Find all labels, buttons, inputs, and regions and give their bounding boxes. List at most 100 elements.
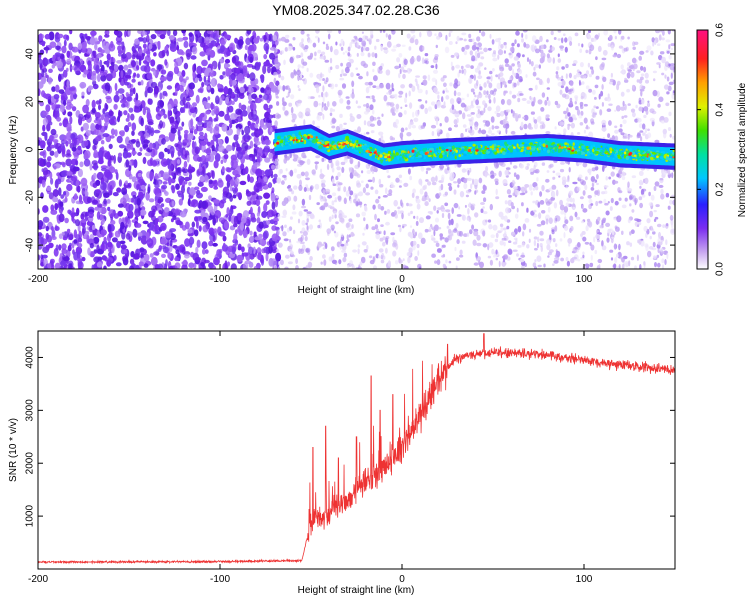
noise-speckle — [499, 223, 504, 228]
noise-speckle — [561, 93, 567, 98]
noise-speckle — [329, 57, 333, 64]
noise-speckle — [323, 259, 327, 266]
noise-speckle — [372, 61, 376, 66]
noise-speckle — [182, 149, 186, 155]
noise-speckle — [212, 199, 220, 204]
noise-speckle — [533, 236, 538, 240]
noise-speckle — [229, 179, 235, 187]
noise-speckle — [120, 245, 128, 250]
noise-speckle — [374, 213, 377, 221]
noise-speckle — [564, 225, 569, 231]
noise-speckle — [539, 191, 543, 197]
noise-speckle — [557, 53, 560, 58]
noise-speckle — [218, 200, 225, 209]
noise-speckle — [559, 204, 565, 211]
noise-speckle — [302, 231, 308, 237]
noise-speckle — [643, 66, 647, 73]
noise-speckle — [438, 31, 442, 38]
noise-speckle — [204, 132, 208, 141]
noise-speckle — [276, 38, 282, 42]
noise-speckle — [502, 227, 507, 231]
noise-speckle — [517, 64, 521, 68]
noise-speckle — [335, 175, 339, 181]
noise-speckle — [150, 81, 158, 89]
noise-speckle — [263, 42, 270, 52]
noise-speckle — [479, 30, 481, 33]
noise-speckle — [342, 257, 347, 263]
noise-speckle — [565, 114, 568, 119]
noise-speckle — [470, 88, 475, 93]
noise-speckle — [484, 67, 487, 70]
noise-speckle — [364, 35, 369, 40]
noise-speckle — [42, 175, 47, 181]
noise-speckle — [284, 266, 289, 269]
noise-speckle — [136, 198, 141, 206]
noise-speckle — [588, 131, 594, 139]
noise-speckle — [412, 188, 416, 194]
noise-speckle — [84, 230, 90, 236]
noise-speckle — [409, 102, 413, 109]
noise-speckle — [390, 184, 396, 188]
noise-speckle — [321, 179, 326, 184]
noise-speckle — [618, 30, 622, 35]
noise-speckle — [417, 99, 422, 102]
noise-speckle — [528, 238, 531, 243]
noise-speckle — [249, 56, 254, 63]
noise-speckle — [108, 43, 116, 52]
noise-speckle — [127, 63, 132, 69]
noise-speckle — [211, 170, 215, 180]
noise-speckle — [202, 100, 208, 106]
noise-speckle — [283, 238, 289, 242]
noise-speckle — [249, 103, 254, 110]
noise-speckle — [277, 242, 283, 248]
noise-speckle — [465, 194, 469, 198]
noise-speckle — [321, 157, 325, 163]
noise-speckle — [195, 257, 202, 262]
noise-speckle — [563, 33, 566, 36]
noise-speckle — [275, 80, 280, 87]
noise-speckle — [52, 189, 59, 197]
noise-speckle — [638, 170, 644, 176]
noise-speckle — [276, 177, 282, 184]
noise-speckle — [338, 259, 342, 265]
noise-speckle — [472, 178, 474, 185]
noise-speckle — [644, 243, 649, 248]
noise-speckle — [184, 253, 190, 259]
noise-speckle — [136, 55, 142, 60]
noise-speckle — [440, 183, 444, 191]
noise-speckle — [454, 246, 457, 252]
noise-speckle — [622, 100, 625, 107]
noise-speckle — [196, 73, 202, 79]
noise-speckle — [165, 259, 168, 267]
noise-speckle — [450, 218, 454, 226]
noise-speckle — [508, 52, 512, 56]
noise-speckle — [577, 42, 581, 47]
noise-speckle — [323, 91, 329, 98]
noise-speckle — [601, 57, 607, 61]
noise-speckle — [473, 91, 476, 95]
noise-speckle — [229, 208, 234, 215]
noise-speckle — [169, 43, 176, 49]
noise-speckle — [228, 78, 233, 86]
noise-speckle — [38, 254, 41, 261]
noise-speckle — [633, 63, 638, 70]
noise-speckle — [569, 88, 574, 92]
noise-speckle — [592, 37, 597, 42]
noise-speckle — [430, 65, 435, 69]
noise-speckle — [620, 132, 625, 136]
noise-speckle — [41, 179, 46, 188]
noise-speckle — [462, 214, 466, 221]
noise-speckle — [93, 236, 100, 244]
noise-speckle — [406, 132, 412, 137]
noise-speckle — [448, 41, 453, 45]
noise-speckle — [96, 54, 102, 59]
noise-speckle — [157, 99, 165, 109]
noise-speckle — [153, 85, 159, 95]
noise-speckle — [161, 184, 168, 190]
noise-speckle — [671, 135, 675, 140]
noise-speckle — [622, 136, 628, 139]
noise-speckle — [155, 218, 158, 227]
noise-speckle — [92, 80, 97, 86]
noise-speckle — [319, 194, 322, 201]
noise-speckle — [363, 217, 366, 222]
